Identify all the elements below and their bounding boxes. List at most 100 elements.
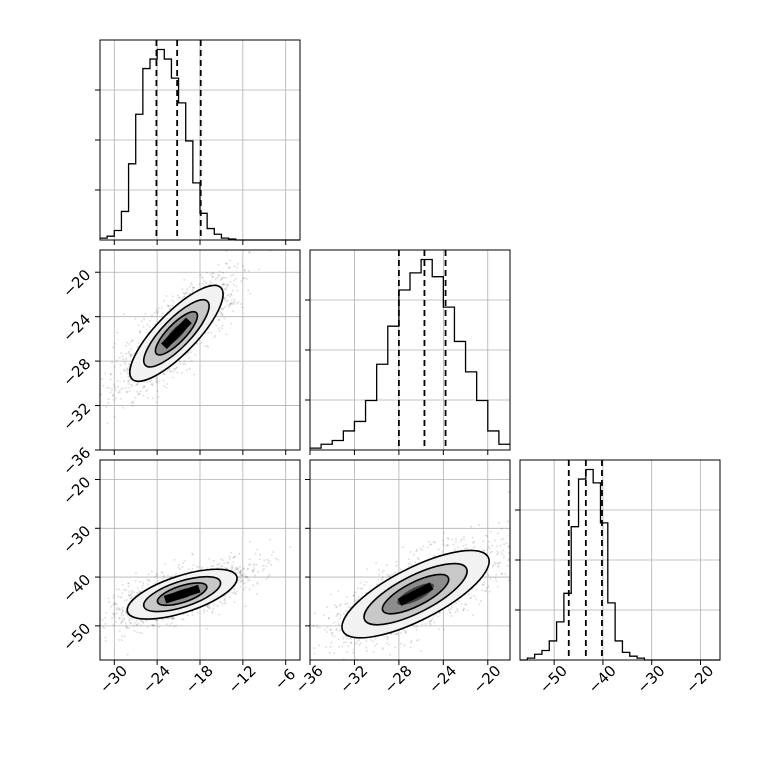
sample-point	[150, 570, 153, 573]
sample-point	[349, 637, 352, 640]
sample-point	[462, 535, 465, 538]
sample-point	[152, 624, 155, 627]
sample-point	[228, 305, 231, 308]
sample-point	[491, 565, 494, 568]
sample-point	[356, 598, 359, 601]
sample-point	[192, 286, 195, 289]
sample-point	[399, 632, 402, 635]
sample-point	[248, 579, 251, 582]
sample-point	[235, 285, 238, 288]
sample-point	[532, 520, 534, 522]
sample-point	[242, 277, 245, 280]
sample-point	[454, 540, 457, 543]
sample-point	[123, 599, 126, 602]
sample-point	[211, 275, 214, 278]
sample-point	[326, 626, 329, 629]
sample-point	[385, 564, 388, 567]
sample-point	[216, 563, 219, 566]
sample-point	[354, 599, 357, 602]
sample-point	[104, 636, 107, 639]
sample-point	[215, 276, 218, 279]
sample-point	[123, 368, 126, 371]
sample-point	[223, 287, 226, 290]
histogram-panel-5: −50 −40 −30 −20	[515, 459, 721, 697]
sample-point	[246, 576, 249, 579]
sample-point	[221, 276, 224, 279]
sample-point	[350, 661, 352, 663]
sample-point	[325, 668, 327, 670]
sample-point	[95, 400, 97, 402]
sample-point	[198, 283, 201, 285]
sample-point	[125, 358, 128, 361]
sample-point	[130, 589, 133, 592]
sample-point	[503, 556, 505, 559]
sample-point	[109, 378, 112, 381]
sample-point	[304, 634, 306, 636]
sample-point	[129, 354, 132, 357]
sample-point	[240, 580, 243, 583]
sample-point	[128, 350, 130, 353]
sample-point	[446, 537, 449, 539]
sample-point	[120, 614, 123, 617]
sample-point	[112, 596, 115, 599]
sample-point	[357, 587, 359, 590]
sample-point	[131, 339, 134, 342]
sample-point	[381, 571, 384, 574]
sample-point	[221, 602, 223, 605]
sample-point	[231, 289, 234, 292]
sample-point	[139, 580, 142, 583]
sample-point	[224, 306, 227, 308]
sample-point	[525, 544, 527, 546]
sample-point	[221, 308, 224, 311]
sample-point	[224, 299, 227, 302]
sample-point	[124, 386, 127, 389]
x-tick-label: −50	[536, 662, 571, 697]
sample-point	[118, 616, 121, 619]
sample-point	[129, 622, 132, 625]
sample-point	[337, 590, 340, 592]
sample-point	[409, 646, 412, 649]
sample-point	[146, 578, 149, 581]
sample-point	[221, 314, 224, 317]
sample-point	[206, 605, 208, 608]
sample-point	[329, 628, 332, 631]
sample-point	[116, 606, 119, 609]
sample-point	[249, 251, 251, 254]
sample-point	[183, 296, 186, 299]
scatter-panel-3: −30 −24 −18 −12 −6−20−30−40−50	[59, 459, 301, 697]
sample-point	[443, 531, 445, 534]
sample-point	[233, 588, 236, 591]
sample-point	[430, 543, 433, 546]
sample-point	[218, 613, 221, 616]
sample-point	[165, 383, 168, 385]
sample-point	[235, 568, 238, 571]
sample-point	[248, 588, 251, 591]
sample-point	[410, 563, 413, 566]
sample-point	[189, 351, 192, 354]
sample-point	[213, 603, 216, 606]
sample-point	[489, 551, 492, 554]
sample-point	[374, 637, 377, 640]
scatter-area	[74, 250, 272, 443]
sample-point	[431, 617, 434, 620]
sample-point	[181, 566, 184, 569]
sample-point	[111, 361, 113, 364]
sample-point	[223, 597, 226, 600]
sample-point	[240, 579, 243, 582]
contour-line	[142, 575, 222, 613]
sample-point	[407, 562, 410, 565]
sample-point	[194, 353, 197, 356]
sample-point	[174, 368, 177, 371]
sample-point	[171, 305, 174, 307]
sample-point	[108, 386, 111, 389]
sample-point	[118, 608, 121, 611]
panel-frame	[99, 39, 301, 241]
sample-point	[150, 379, 153, 382]
sample-point	[233, 555, 236, 558]
y-tick-label: −28	[59, 355, 94, 390]
sample-point	[414, 561, 417, 564]
sample-point	[248, 540, 251, 543]
sample-point	[204, 281, 207, 284]
sample-point	[74, 441, 76, 443]
sample-point	[222, 307, 225, 310]
